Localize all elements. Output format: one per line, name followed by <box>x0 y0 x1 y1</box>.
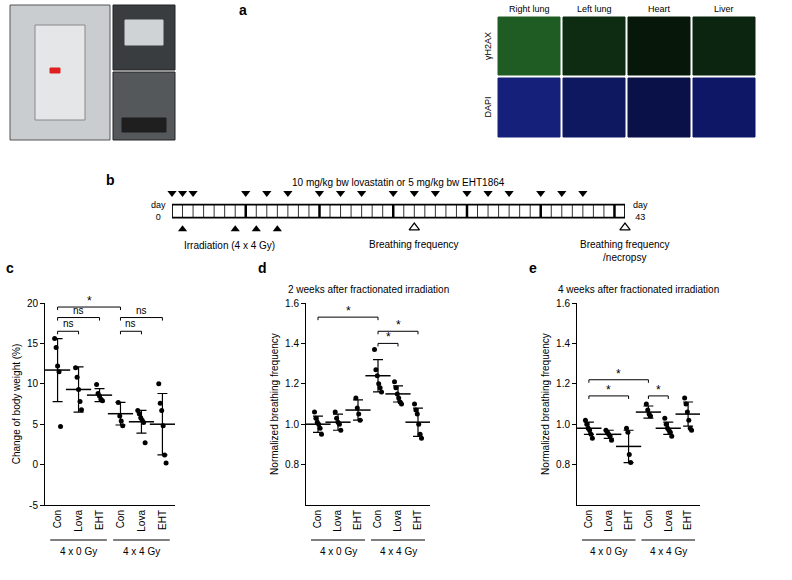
svg-text:4 x 4 Gy: 4 x 4 Gy <box>650 546 687 557</box>
svg-text:1.4: 1.4 <box>556 338 570 349</box>
svg-text:10: 10 <box>27 378 39 389</box>
svg-text:1.0: 1.0 <box>285 419 299 430</box>
svg-text:1.2: 1.2 <box>285 378 299 389</box>
svg-text:1.0: 1.0 <box>556 419 570 430</box>
svg-text:*: * <box>606 383 611 397</box>
svg-text:Irradiation (4 x 4 Gy): Irradiation (4 x 4 Gy) <box>184 240 275 251</box>
svg-text:0.8: 0.8 <box>285 459 299 470</box>
svg-text:Con: Con <box>643 510 654 528</box>
svg-text:EHT: EHT <box>682 510 693 530</box>
svg-text:Lova: Lova <box>603 510 614 532</box>
svg-text:1.4: 1.4 <box>285 338 299 349</box>
svg-text:EHT: EHT <box>623 510 634 530</box>
svg-text:-5: -5 <box>29 500 38 511</box>
svg-text:ns: ns <box>63 318 74 329</box>
svg-text:Lova: Lova <box>332 510 343 532</box>
svg-text:ns: ns <box>73 305 84 316</box>
svg-text:EHT: EHT <box>157 510 168 530</box>
svg-text:2 weeks after fractionated irr: 2 weeks after fractionated irradiation <box>288 284 449 295</box>
svg-text:1.2: 1.2 <box>556 378 570 389</box>
svg-text:Con: Con <box>115 510 126 528</box>
svg-text:Change of body weight (%): Change of body weight (%) <box>11 344 22 465</box>
svg-text:Con: Con <box>52 510 63 528</box>
svg-text:Left lung: Left lung <box>577 4 612 14</box>
svg-text:4 x 0 Gy: 4 x 0 Gy <box>60 546 97 557</box>
svg-text:Breathing frequency/necropsy: Breathing frequency/necropsy <box>580 239 670 263</box>
svg-text:5: 5 <box>32 419 38 430</box>
svg-text:ns: ns <box>125 318 136 329</box>
svg-text:c: c <box>6 260 14 276</box>
svg-text:ns: ns <box>136 305 147 316</box>
svg-text:b: b <box>106 172 115 188</box>
svg-text:DAPI: DAPI <box>483 96 493 117</box>
svg-text:0.8: 0.8 <box>556 459 570 470</box>
svg-text:*: * <box>386 330 391 344</box>
svg-text:Lova: Lova <box>392 510 403 532</box>
svg-text:EHT: EHT <box>94 510 105 530</box>
svg-text:0: 0 <box>32 459 38 470</box>
svg-text:Lova: Lova <box>663 510 674 532</box>
svg-text:Con: Con <box>372 510 383 528</box>
svg-text:d: d <box>258 260 267 276</box>
svg-text:4 x 4 Gy: 4 x 4 Gy <box>123 546 160 557</box>
svg-text:day0: day0 <box>151 200 166 222</box>
svg-text:Normalized breathing frequency: Normalized breathing frequency <box>269 333 280 475</box>
svg-text:4 x 0 Gy: 4 x 0 Gy <box>590 546 627 557</box>
svg-text:4 x 0 Gy: 4 x 0 Gy <box>320 546 357 557</box>
svg-text:1.6: 1.6 <box>285 298 299 309</box>
svg-text:4 x 4 Gy: 4 x 4 Gy <box>380 546 417 557</box>
svg-text:EHT: EHT <box>352 510 363 530</box>
svg-text:*: * <box>346 304 351 318</box>
svg-text:Liver: Liver <box>714 4 734 14</box>
svg-text:EHT: EHT <box>412 510 423 530</box>
svg-text:*: * <box>616 367 621 381</box>
svg-text:Breathing frequency: Breathing frequency <box>369 239 459 250</box>
svg-text:γH2AX: γH2AX <box>483 32 493 60</box>
svg-text:Lova: Lova <box>73 510 84 532</box>
svg-text:Lova: Lova <box>136 510 147 532</box>
svg-text:day43: day43 <box>633 200 648 222</box>
svg-text:Normalized breathing frequency: Normalized breathing frequency <box>540 333 551 475</box>
svg-text:Heart: Heart <box>648 4 671 14</box>
svg-text:a: a <box>239 2 247 18</box>
svg-text:*: * <box>396 318 401 332</box>
svg-text:Con: Con <box>583 510 594 528</box>
svg-text:4 weeks after fractionated irr: 4 weeks after fractionated irradiation <box>558 284 719 295</box>
svg-text:*: * <box>87 294 92 308</box>
svg-text:*: * <box>656 383 661 397</box>
svg-text:10 mg/kg bw lovastatin or 5 mg: 10 mg/kg bw lovastatin or 5 mg/kg bw EHT… <box>292 177 505 188</box>
svg-text:15: 15 <box>27 338 39 349</box>
svg-text:20: 20 <box>27 298 39 309</box>
svg-text:e: e <box>529 260 537 276</box>
svg-text:Right lung: Right lung <box>509 4 550 14</box>
svg-text:1.6: 1.6 <box>556 298 570 309</box>
svg-text:Con: Con <box>312 510 323 528</box>
